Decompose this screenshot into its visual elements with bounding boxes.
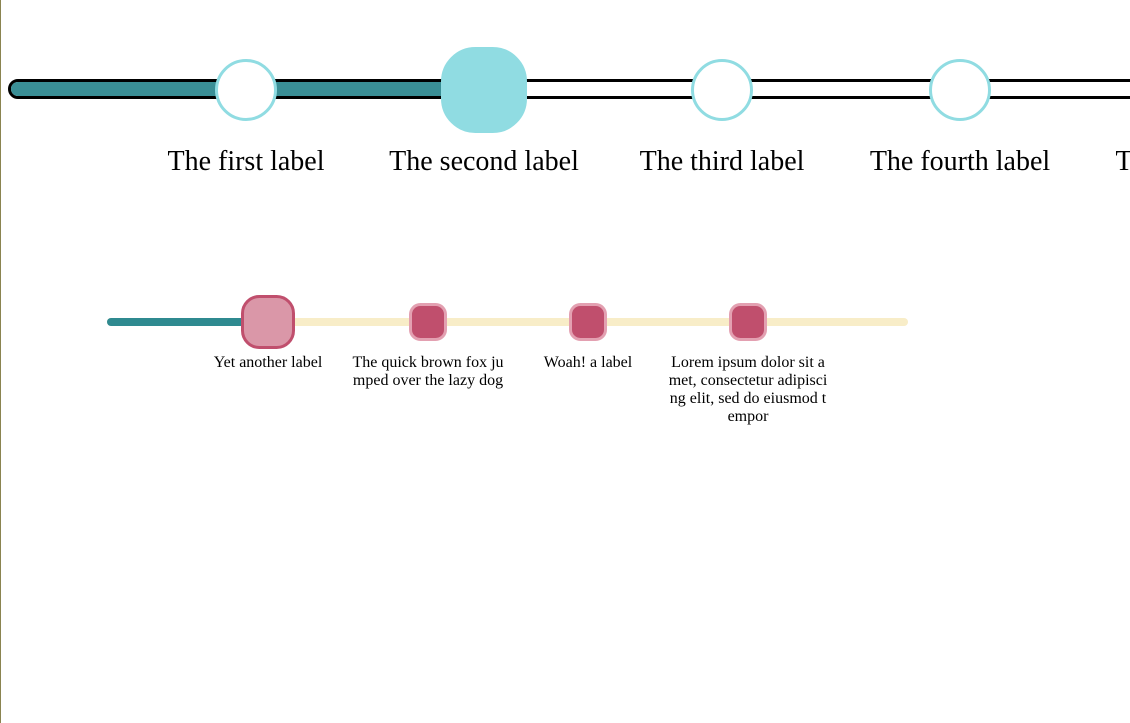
stepper-primary-step-1-node[interactable] <box>215 59 277 121</box>
stepper-primary-step-1-label[interactable]: The first label <box>167 146 325 177</box>
stepper-secondary-step-4-node[interactable] <box>729 303 767 341</box>
stepper-secondary-progress-fill <box>107 318 268 326</box>
stepper-primary-step-2-node[interactable] <box>441 47 527 133</box>
stepper-primary-step-3-label[interactable]: The third label <box>639 146 805 177</box>
stepper-primary-step-5-label[interactable]: T <box>1115 146 1130 177</box>
stepper-primary-step-3-node[interactable] <box>691 59 753 121</box>
stepper-secondary-step-4-label[interactable]: Lorem ipsum dolor sit amet, consectetur … <box>668 354 828 425</box>
stepper-primary-step-4-label[interactable]: The fourth label <box>869 146 1051 177</box>
stepper-secondary-step-3-label[interactable]: Woah! a label <box>543 354 633 371</box>
stepper-secondary-step-3-node[interactable] <box>569 303 607 341</box>
stepper-secondary-step-2-label[interactable]: The quick brown fox jumped over the lazy… <box>352 354 504 389</box>
viewport-left-border <box>0 0 1 723</box>
stepper-primary-track <box>8 79 1130 99</box>
stepper-primary-step-4-node[interactable] <box>929 59 991 121</box>
stepper-secondary-step-2-node[interactable] <box>409 303 447 341</box>
stepper-secondary-track <box>107 318 908 326</box>
stepper-secondary-step-1-node[interactable] <box>241 295 295 349</box>
stepper-primary-step-2-label[interactable]: The second label <box>389 146 579 177</box>
stepper-secondary-step-1-label[interactable]: Yet another label <box>213 354 323 371</box>
